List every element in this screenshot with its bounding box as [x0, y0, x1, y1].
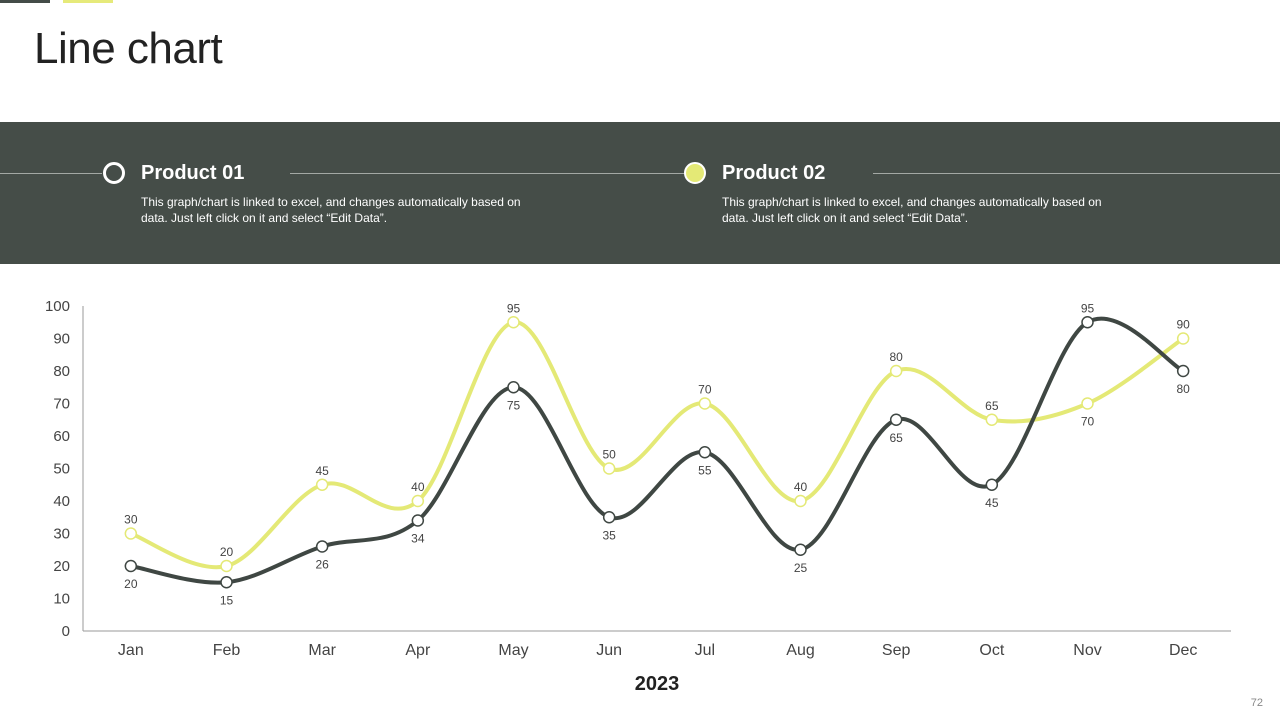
product-01-point: [507, 381, 520, 394]
product-02-data-label: 70: [1081, 415, 1095, 429]
product-01-data-label: 75: [507, 398, 521, 412]
product-02-point: [1081, 397, 1094, 410]
product-02-point: [985, 413, 999, 426]
product-02-point: [698, 397, 712, 410]
product-02-data-label: 80: [889, 350, 903, 364]
product-01-title: Product 01: [141, 162, 245, 184]
y-tick-label: 100: [45, 298, 70, 315]
x-tick-label: Jul: [695, 642, 715, 659]
product-02-point: [794, 494, 807, 508]
product-01-data-label: 80: [1176, 382, 1190, 396]
product-02-data-label: 95: [507, 301, 521, 315]
product-01-series-line: [128, 316, 1186, 585]
x-tick-label: Aug: [786, 642, 814, 659]
product-02-point: [411, 494, 425, 508]
product-01-data-label: 34: [411, 532, 425, 546]
product-02-point: [1176, 332, 1190, 345]
product-02-data-label: 65: [985, 399, 999, 413]
product-02-data-label: 45: [315, 464, 329, 478]
x-tick-label: Sep: [882, 642, 911, 659]
x-tick-label: Jan: [118, 642, 144, 659]
product-01-data-label: 35: [602, 528, 616, 542]
product-01-marker-icon: [103, 162, 125, 184]
product-01-data-label: 20: [124, 577, 138, 591]
product-01-point: [1081, 316, 1094, 329]
product-01-data-label: 26: [315, 558, 329, 572]
product-01-point: [411, 514, 425, 527]
accent-bar-dark: [0, 0, 50, 3]
y-tick-label: 20: [53, 558, 70, 575]
y-tick-label: 80: [53, 363, 70, 380]
divider-line: [0, 173, 102, 174]
page-title: Line chart: [34, 24, 223, 73]
product-01-point: [1176, 364, 1190, 378]
product-01-point: [124, 559, 138, 573]
page-number: 72: [1250, 697, 1263, 709]
x-axis-title: 2023: [635, 673, 680, 695]
y-tick-label: 50: [53, 461, 70, 478]
product-02-description: This graph/chart is linked to excel, and…: [722, 195, 1102, 225]
x-tick-label: Dec: [1169, 642, 1197, 659]
product-01-point: [985, 478, 999, 491]
product-01-point: [889, 413, 903, 426]
product-02-data-label: 20: [220, 545, 234, 559]
product-02-point: [889, 364, 903, 378]
divider-line: [873, 173, 1280, 174]
x-tick-label: May: [498, 642, 528, 659]
product-02-data-label: 90: [1176, 318, 1190, 332]
y-tick-label: 30: [53, 526, 70, 543]
product-01-data-label: 25: [794, 561, 808, 575]
x-tick-label: Mar: [308, 642, 336, 659]
legend-band: Product 01 This graph/chart is linked to…: [0, 122, 1280, 264]
y-tick-label: 90: [53, 331, 70, 348]
product-01-description: This graph/chart is linked to excel, and…: [141, 195, 521, 225]
product-02-point: [507, 316, 520, 329]
product-02-point: [315, 478, 329, 491]
x-tick-label: Feb: [213, 642, 241, 659]
product-01-point: [315, 540, 329, 553]
y-tick-label: 0: [62, 623, 70, 640]
product-01-data-label: 15: [220, 593, 234, 607]
line-chart: 0 10 20 30 40 50 60 70 80 90 100 Jan Feb Mar Apr May Jun…: [45, 298, 1231, 695]
product-02-point: [602, 462, 616, 475]
product-01-data-label: 45: [985, 496, 999, 510]
product-01-data-label: 55: [698, 463, 712, 477]
product-01-data-label: 65: [889, 431, 903, 445]
x-tick-label: Jun: [596, 642, 622, 659]
divider-line: [290, 173, 685, 174]
product-01-point: [220, 576, 233, 589]
y-tick-label: 70: [53, 396, 70, 413]
product-02-series-line: [128, 320, 1186, 570]
x-tick-label: Oct: [979, 642, 1004, 659]
product-01-data-label: 95: [1081, 301, 1095, 315]
product-02-data-label: 40: [411, 480, 425, 494]
product-01-point: [794, 543, 807, 556]
product-02-point: [220, 559, 233, 573]
accent-bar-lime: [63, 0, 113, 3]
y-tick-label: 60: [53, 428, 70, 445]
product-02-data-label: 40: [794, 480, 808, 494]
product-01-point: [602, 511, 616, 524]
y-tick-label: 40: [53, 493, 70, 510]
product-02-data-label: 30: [124, 513, 138, 527]
product-02-marker-icon: [684, 162, 706, 184]
product-02-data-label: 70: [698, 383, 712, 397]
product-02-point: [124, 527, 138, 540]
x-tick-label: Nov: [1073, 642, 1101, 659]
x-tick-label: Apr: [405, 642, 431, 659]
y-tick-label: 10: [53, 591, 70, 608]
product-01-point: [698, 446, 712, 459]
product-02-data-label: 50: [602, 448, 616, 462]
product-02-title: Product 02: [722, 162, 826, 184]
